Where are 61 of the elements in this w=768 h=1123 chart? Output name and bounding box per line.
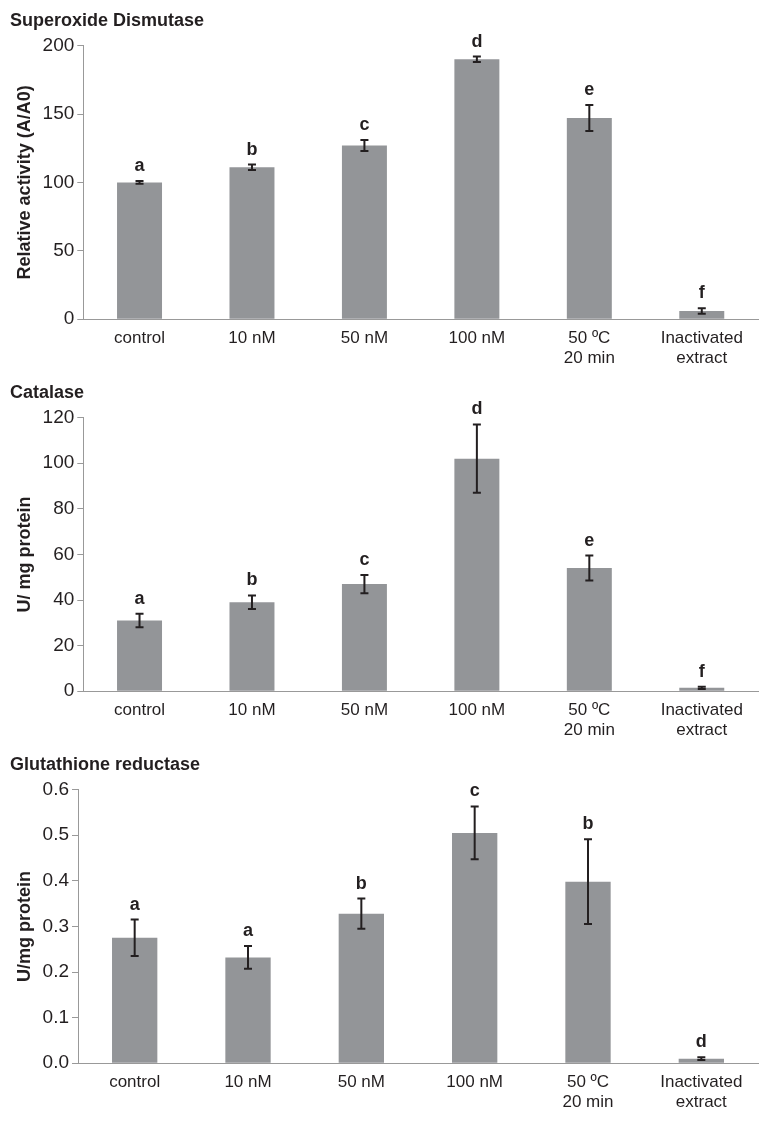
x-tick-label: control: [114, 700, 166, 720]
y-tick-label: 0.5: [42, 823, 70, 845]
annotation: f: [698, 660, 706, 681]
y-tick-label: 20: [53, 633, 75, 655]
y-tick-label: 0: [63, 307, 75, 329]
y-axis-title: U/ mg protein: [13, 496, 34, 613]
annotation: d: [471, 30, 483, 51]
y-axis-title: U/mg protein: [13, 870, 34, 982]
annotation: f: [698, 282, 706, 303]
x-tick-label: Inactivated extract: [660, 328, 743, 368]
y-tick-label: 0.1: [42, 1005, 70, 1027]
annotation: b: [246, 138, 258, 159]
x-tick-label: 50 nM: [340, 328, 389, 348]
y-tick-label: 60: [53, 542, 75, 564]
x-tick-label: 100 nM: [448, 700, 506, 720]
x-tick-label: Inactivated extract: [660, 700, 743, 740]
annotation: b: [355, 872, 367, 893]
y-tick-label: 50: [53, 239, 75, 261]
annotation: c: [359, 548, 370, 569]
annotation: c: [469, 780, 480, 801]
x-tick-label: 50 ºC 20 min: [562, 1072, 614, 1112]
y-axis-title: Relative activity (A/A0): [13, 85, 34, 280]
y-tick-label: 80: [53, 497, 75, 519]
x-tick-label: 50 ºC 20 min: [563, 700, 615, 740]
y-tick-label: 150: [42, 102, 75, 124]
annotation: a: [129, 893, 141, 914]
annotation: e: [584, 79, 595, 100]
x-tick-label: 50 nM: [337, 1072, 385, 1092]
annotation: b: [246, 569, 258, 590]
annotation: a: [134, 587, 146, 608]
annotation: d: [471, 398, 483, 419]
x-tick-label: 10 nM: [228, 328, 276, 348]
x-tick-label: 10 nM: [228, 700, 276, 720]
annotation: b: [582, 813, 594, 834]
y-tick-label: 40: [53, 588, 75, 610]
y-tick-label: 0.0: [42, 1051, 70, 1073]
x-tick-label: 100 nM: [446, 1072, 504, 1092]
chart-title: Superoxide Dismutase: [10, 9, 205, 30]
x-tick-label: 50 ºC 20 min: [563, 328, 615, 368]
annotation: e: [584, 529, 595, 550]
y-tick-label: 120: [42, 405, 75, 427]
annotation: a: [134, 155, 146, 175]
annotation: c: [359, 113, 370, 134]
chart-title: Catalase: [10, 381, 85, 402]
y-tick-label: 0.6: [42, 777, 70, 799]
x-tick-label: control: [114, 328, 166, 348]
x-tick-label: Inactivated extract: [660, 1072, 743, 1112]
annotation: a: [243, 919, 254, 940]
y-tick-label: 0: [63, 679, 75, 701]
y-tick-label: 200: [42, 33, 75, 55]
annotation: d: [695, 1031, 707, 1052]
y-tick-label: 100: [42, 451, 75, 473]
y-tick-label: 100: [42, 170, 75, 192]
y-tick-label: 0.3: [42, 914, 70, 936]
y-tick-label: 0.2: [42, 960, 70, 982]
x-tick-label: 100 nM: [448, 328, 506, 348]
chart-title: Glutathione reductase: [10, 753, 201, 774]
y-tick-label: 0.4: [42, 869, 70, 891]
x-tick-label: control: [109, 1072, 161, 1092]
x-tick-label: 10 nM: [224, 1072, 272, 1092]
x-tick-label: 50 nM: [340, 700, 389, 720]
